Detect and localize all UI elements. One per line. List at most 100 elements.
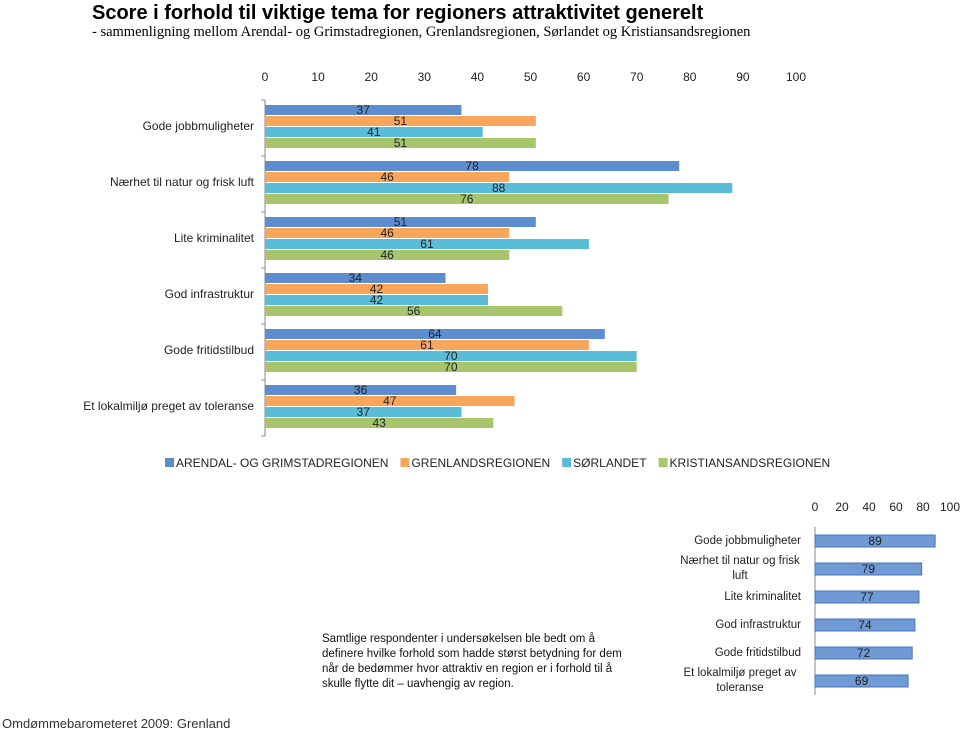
x-tick-label: 100 xyxy=(940,500,960,514)
x-tick-label: 20 xyxy=(835,500,849,514)
legend-label: SØRLANDET xyxy=(573,456,647,470)
bar xyxy=(265,407,462,417)
value-label: 70 xyxy=(444,349,458,363)
legend-swatch xyxy=(165,458,174,467)
value-label: 74 xyxy=(858,618,872,632)
legend-label: GRENLANDSREGIONEN xyxy=(411,456,550,470)
x-tick-label: 0 xyxy=(262,70,269,84)
x-tick-label: 100 xyxy=(786,70,806,84)
y-tick-label: Gode fritidstilbud xyxy=(164,343,254,357)
bar xyxy=(265,273,446,283)
value-label: 56 xyxy=(407,304,421,318)
bar xyxy=(265,194,669,204)
legend-swatch xyxy=(658,458,668,467)
bar xyxy=(265,396,515,406)
x-tick-label: 60 xyxy=(889,500,903,514)
y-tick-label: Et lokalmiljø preget av toleranse xyxy=(83,399,254,413)
value-label: 42 xyxy=(370,282,384,296)
bar xyxy=(265,138,536,148)
bar xyxy=(814,534,936,548)
value-label: 76 xyxy=(460,192,474,206)
bar xyxy=(265,306,563,316)
x-tick-label: 20 xyxy=(365,70,379,84)
value-label: 64 xyxy=(428,327,442,341)
legend-swatch xyxy=(562,458,572,467)
y-tick-label: God infrastruktur xyxy=(165,287,254,301)
x-tick-label: 10 xyxy=(311,70,325,84)
value-label: 72 xyxy=(857,646,871,660)
bar xyxy=(265,351,637,361)
bar xyxy=(265,228,510,238)
bar xyxy=(265,217,536,227)
bar xyxy=(265,116,536,126)
x-tick-label: 90 xyxy=(736,70,750,84)
value-label: 43 xyxy=(372,416,386,430)
value-label: 46 xyxy=(380,226,394,240)
y-tick-label: Gode fritidstilbud xyxy=(714,646,801,659)
legend-swatch xyxy=(400,458,410,467)
bar xyxy=(814,646,913,660)
bar xyxy=(265,172,510,182)
subtitle: - sammenligning mellom Arendal- og Grims… xyxy=(92,24,751,40)
x-tick-label: 60 xyxy=(577,70,591,84)
value-label: 78 xyxy=(465,159,479,173)
legend-label: KRISTIANSANDSREGIONEN xyxy=(670,456,831,470)
bar xyxy=(265,161,680,171)
bar xyxy=(814,618,916,632)
bar xyxy=(814,674,909,688)
x-tick-label: 30 xyxy=(418,70,432,84)
x-tick-label: 40 xyxy=(862,500,876,514)
x-tick-label: 50 xyxy=(524,70,538,84)
value-label: 47 xyxy=(383,394,397,408)
value-label: 46 xyxy=(380,170,394,184)
y-tick-label: Nærhet til natur og frisk luft xyxy=(680,555,800,582)
y-tick-label: Gode jobbmuligheter xyxy=(143,119,254,133)
value-label: 51 xyxy=(394,215,408,229)
bar xyxy=(265,250,510,260)
value-label: 70 xyxy=(444,360,458,374)
value-label: 77 xyxy=(860,590,874,604)
x-tick-label: 80 xyxy=(916,500,930,514)
bar xyxy=(265,362,637,372)
bar xyxy=(265,295,489,305)
bar xyxy=(265,284,489,294)
value-label: 79 xyxy=(862,562,876,576)
value-label: 41 xyxy=(367,125,381,139)
footer: Omdømmebarometeret 2009: Grenland xyxy=(2,716,231,731)
value-label: 61 xyxy=(420,338,434,352)
bar xyxy=(265,183,733,193)
value-label: 61 xyxy=(420,237,434,251)
value-label: 46 xyxy=(380,248,394,262)
value-label: 51 xyxy=(394,136,408,150)
bar xyxy=(265,105,462,115)
bar xyxy=(814,590,920,604)
value-label: 34 xyxy=(349,271,363,285)
y-tick-label: God infrastruktur xyxy=(715,618,801,631)
title: Score i forhold til viktige tema for reg… xyxy=(92,2,704,24)
bar xyxy=(814,562,923,576)
x-tick-label: 70 xyxy=(630,70,644,84)
y-tick-label: Nærhet til natur og frisk luft xyxy=(110,175,255,189)
legend-label: ARENDAL- OG GRIMSTADREGIONEN xyxy=(176,456,388,470)
bar xyxy=(265,127,483,137)
bar xyxy=(265,418,494,428)
note: Samtlige respondenter i undersøkelsen bl… xyxy=(322,633,622,690)
bar xyxy=(265,329,605,339)
y-tick-label: Lite kriminalitet xyxy=(174,231,255,245)
x-tick-label: 80 xyxy=(683,70,697,84)
y-tick-label: Lite kriminalitet xyxy=(724,590,801,603)
x-tick-label: 0 xyxy=(812,500,819,514)
value-label: 42 xyxy=(370,293,384,307)
value-label: 51 xyxy=(394,114,408,128)
bar xyxy=(265,385,457,395)
value-label: 89 xyxy=(868,534,882,548)
x-tick-label: 40 xyxy=(471,70,485,84)
y-tick-label: Et lokalmiljø preget av toleranse xyxy=(683,667,797,694)
bar xyxy=(265,340,589,350)
value-label: 36 xyxy=(354,383,368,397)
value-label: 69 xyxy=(855,674,869,688)
value-label: 88 xyxy=(492,181,506,195)
value-label: 37 xyxy=(357,405,371,419)
